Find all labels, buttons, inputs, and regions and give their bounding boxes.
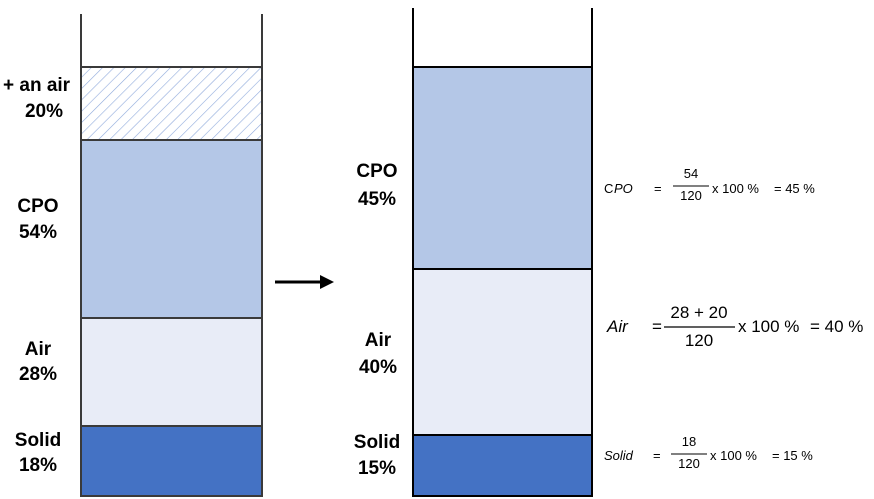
equation-cpo-var: PO	[614, 181, 633, 196]
equation-air-result: = 40 %	[810, 317, 863, 336]
right-cpo-segment	[412, 66, 593, 270]
left-added-air-segment	[80, 66, 263, 141]
right-cpo-percent: 45%	[358, 189, 396, 210]
equation-solid: Solid = 18 120 x 100 % = 15 %	[604, 434, 813, 471]
left-cpo-segment	[80, 139, 263, 319]
equation-cpo-numerator: 54	[684, 166, 698, 181]
right-solid-segment	[412, 434, 593, 497]
left-air-percent: 28%	[19, 364, 57, 385]
equation-cpo-c: C	[604, 181, 613, 196]
equation-cpo-equals: =	[654, 181, 662, 196]
right-air-segment	[412, 268, 593, 436]
left-added-air-percent: 20%	[25, 101, 63, 122]
left-cpo-label: CPO	[17, 196, 58, 217]
equation-air-denominator: 120	[685, 331, 713, 350]
left-column	[80, 14, 263, 497]
equation-solid-rhs: x 100 %	[710, 448, 757, 463]
equation-cpo-result: = 45 %	[774, 181, 815, 196]
left-added-air-label: + an air	[3, 75, 71, 96]
right-air-percent: 40%	[359, 357, 397, 378]
left-air-label: Air	[25, 339, 52, 360]
right-column	[412, 8, 593, 497]
left-solid-segment	[80, 425, 263, 497]
equation-air: Air = 28 + 20 120 x 100 % = 40 %	[606, 303, 863, 350]
right-arrow-icon	[275, 275, 334, 289]
left-cpo-percent: 54%	[19, 222, 57, 243]
right-air-label: Air	[365, 330, 392, 351]
equation-air-rhs: x 100 %	[738, 317, 799, 336]
left-air-segment	[80, 317, 263, 427]
equation-air-equals: =	[652, 317, 662, 336]
equation-cpo-denominator: 120	[680, 188, 702, 203]
left-solid-label: Solid	[15, 430, 61, 451]
equation-solid-result: = 15 %	[772, 448, 813, 463]
equation-solid-var: Solid	[604, 448, 634, 463]
equation-cpo-rhs: x 100 %	[712, 181, 759, 196]
equation-air-numerator: 28 + 20	[670, 303, 727, 322]
equation-solid-denominator: 120	[678, 456, 700, 471]
right-cpo-label: CPO	[356, 161, 397, 182]
right-solid-label: Solid	[354, 432, 400, 453]
equation-solid-equals: =	[653, 448, 661, 463]
equation-cpo: C PO = 54 120 x 100 % = 45 %	[604, 166, 815, 203]
left-solid-percent: 18%	[19, 455, 57, 476]
right-solid-percent: 15%	[358, 458, 396, 479]
equation-air-var: Air	[606, 317, 629, 336]
equation-solid-numerator: 18	[682, 434, 696, 449]
